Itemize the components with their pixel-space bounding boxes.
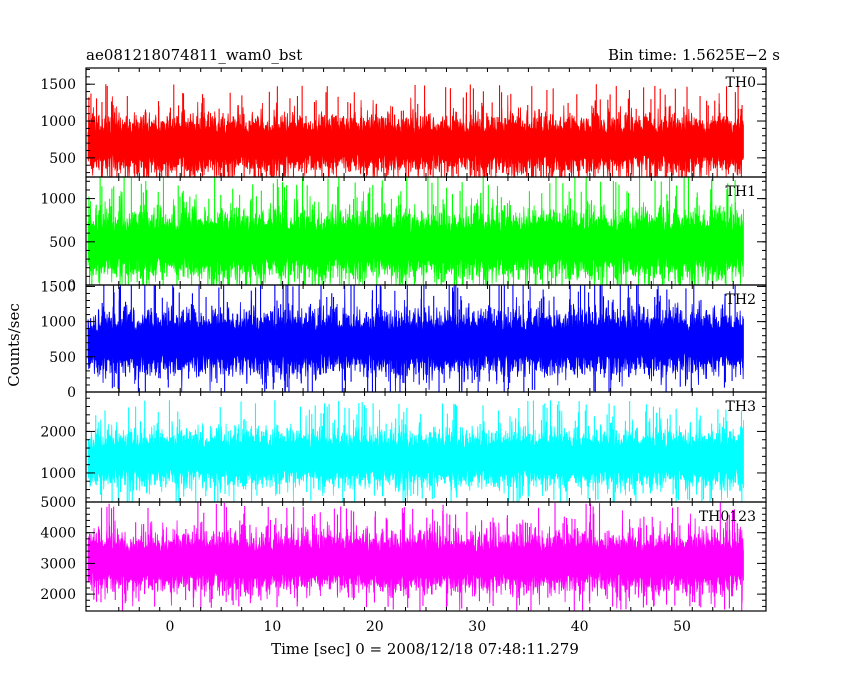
x-tick-label: 10 (263, 619, 281, 635)
x-tick-label: 50 (673, 619, 691, 635)
series-spikes-th0123 (93, 502, 743, 611)
x-tick-label: 40 (571, 619, 589, 635)
series-label-th0123: TH0123 (699, 509, 756, 525)
series-spikes-th3 (95, 400, 743, 502)
panel-th3: 1000 2000 TH3 (40, 391, 767, 503)
y-tick-label: 1000 (40, 192, 76, 208)
y-tick-label: 1000 (40, 466, 76, 482)
panel-th2: 0 500 1000 1500 TH2 (40, 279, 767, 401)
x-axis-label: Time [sec] 0 = 2008/12/18 07:48:11.279 (271, 640, 579, 658)
y-tick-label: 5000 (40, 495, 76, 511)
y-tick-label: 2000 (40, 587, 76, 603)
series-band-th2 (87, 285, 744, 392)
y-tick-label: 500 (49, 151, 76, 167)
y-tick-label: 1500 (40, 279, 76, 295)
panel-th1: 0 500 1000 TH1 (40, 176, 767, 294)
series-label-th1: TH1 (726, 184, 756, 200)
y-tick-label: 0 (67, 385, 76, 401)
series-label-th0: TH0 (726, 75, 756, 91)
y-tick-label: 0 (67, 278, 76, 294)
series-spikes-th2 (101, 285, 741, 392)
y-tick-label: 4000 (40, 526, 76, 542)
panel-th0123: 2000 3000 4000 5000 TH0123 (40, 495, 767, 612)
series-band-th1 (87, 191, 744, 285)
series-spikes-th0 (88, 84, 743, 177)
series-label-th2: TH2 (726, 292, 756, 308)
x-tick-label: 30 (468, 619, 486, 635)
panel-th0: 500 1000 1500 TH0 (40, 67, 767, 178)
bin-time-label: Bin time: 1.5625E−2 s (608, 46, 780, 64)
y-tick-label: 3000 (40, 556, 76, 572)
y-tick-label: 1500 (40, 77, 76, 93)
y-tick-label: 1000 (40, 315, 76, 331)
chart-title: ae081218074811_wam0_bst (86, 46, 302, 64)
series-spikes-th1 (88, 177, 740, 285)
series-band-th0123 (87, 510, 744, 611)
y-tick-label: 2000 (40, 424, 76, 440)
y-tick-label: 1000 (40, 114, 76, 130)
y-tick-label: 500 (49, 350, 76, 366)
y-axis-label: Counts/sec (5, 303, 23, 387)
x-tick-label: 0 (166, 619, 175, 635)
x-tick-label: 20 (366, 619, 384, 635)
y-tick-label: 500 (49, 235, 76, 251)
series-label-th3: TH3 (726, 399, 756, 415)
